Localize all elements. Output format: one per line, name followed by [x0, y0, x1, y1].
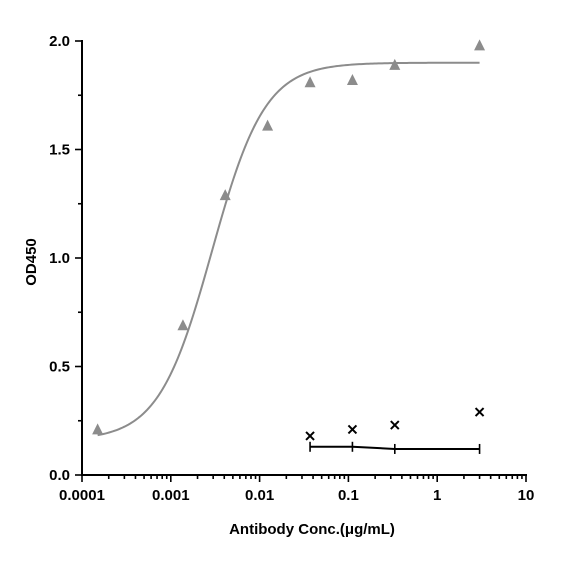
x-tick-label: 0.01 — [245, 487, 274, 504]
x-tick-label: 0.001 — [152, 487, 190, 504]
x-axis-title: Antibody Conc.(μg/mL) — [229, 521, 395, 538]
y-tick-label: 2.0 — [49, 33, 70, 50]
y-tick-label: 1.0 — [49, 250, 70, 267]
triangle-marker — [177, 319, 189, 331]
x-marker — [347, 424, 358, 435]
y-tick-label: 0.0 — [49, 467, 70, 484]
x-marker — [474, 407, 485, 417]
x-tick-label: 1 — [433, 487, 441, 504]
y-tick-label: 0.5 — [49, 359, 70, 376]
x-tick-label: 10 — [518, 487, 535, 504]
y-tick-label: 1.5 — [49, 142, 70, 159]
triangle-marker — [389, 58, 401, 70]
triangle-marker — [474, 39, 486, 51]
fit-line — [310, 445, 480, 450]
x-tick-label: 0.0001 — [59, 487, 105, 504]
triangle-marker — [304, 76, 316, 88]
triangle-marker — [346, 74, 358, 86]
x-marker — [390, 420, 400, 430]
triangle-marker — [92, 423, 104, 435]
triangle-marker — [262, 119, 274, 131]
x-marker — [305, 431, 315, 441]
fit-curve — [97, 61, 480, 437]
triangle-marker — [219, 189, 231, 201]
y-axis-title: OD450 — [23, 238, 40, 286]
x-tick-label: 0.1 — [338, 487, 359, 504]
